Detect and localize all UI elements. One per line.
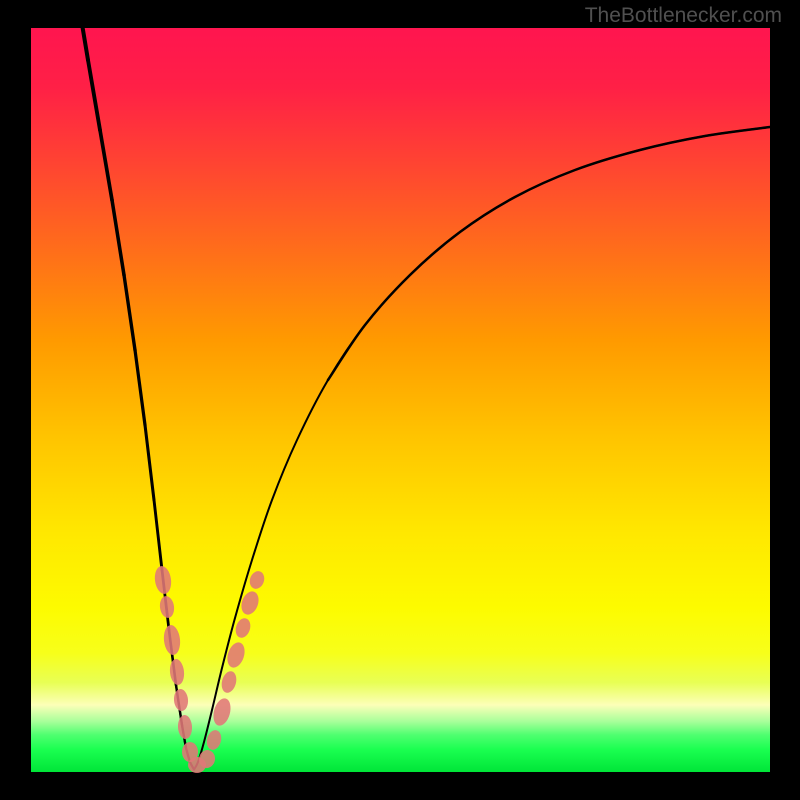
chart-container: { "watermark": "TheBottlenecker.com", "c… bbox=[0, 0, 800, 800]
watermark-text: TheBottlenecker.com bbox=[585, 4, 782, 28]
bottleneck-chart bbox=[0, 0, 800, 800]
